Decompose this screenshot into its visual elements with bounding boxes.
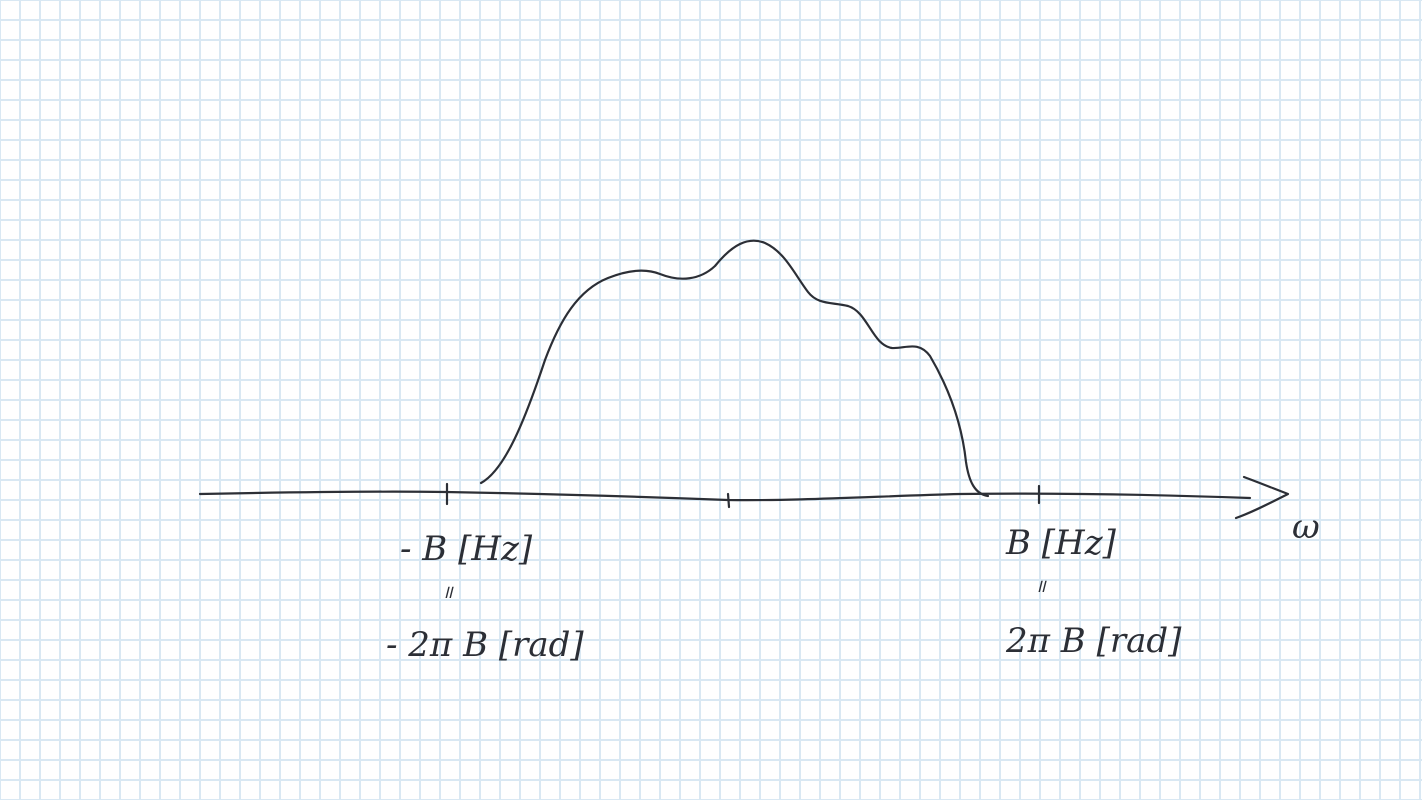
label-plus-b-hz: B [Hz] xyxy=(1005,523,1117,563)
label-minus-b-equals: ॥ xyxy=(442,582,454,603)
label-minus-2pi-b-rad: - 2π B [rad] xyxy=(386,625,584,665)
label-plus-2pi-b-rad: 2π B [rad] xyxy=(1005,621,1182,661)
label-minus-b-hz: - B [Hz] xyxy=(400,529,533,569)
label-plus-b-equals: ॥ xyxy=(1035,576,1047,597)
frequency-axis xyxy=(198,490,1252,502)
axis-variable-omega: ω xyxy=(1292,507,1320,547)
tick-origin xyxy=(726,492,731,509)
axis-arrowhead xyxy=(1234,475,1290,520)
spectrum-curve xyxy=(479,239,990,498)
